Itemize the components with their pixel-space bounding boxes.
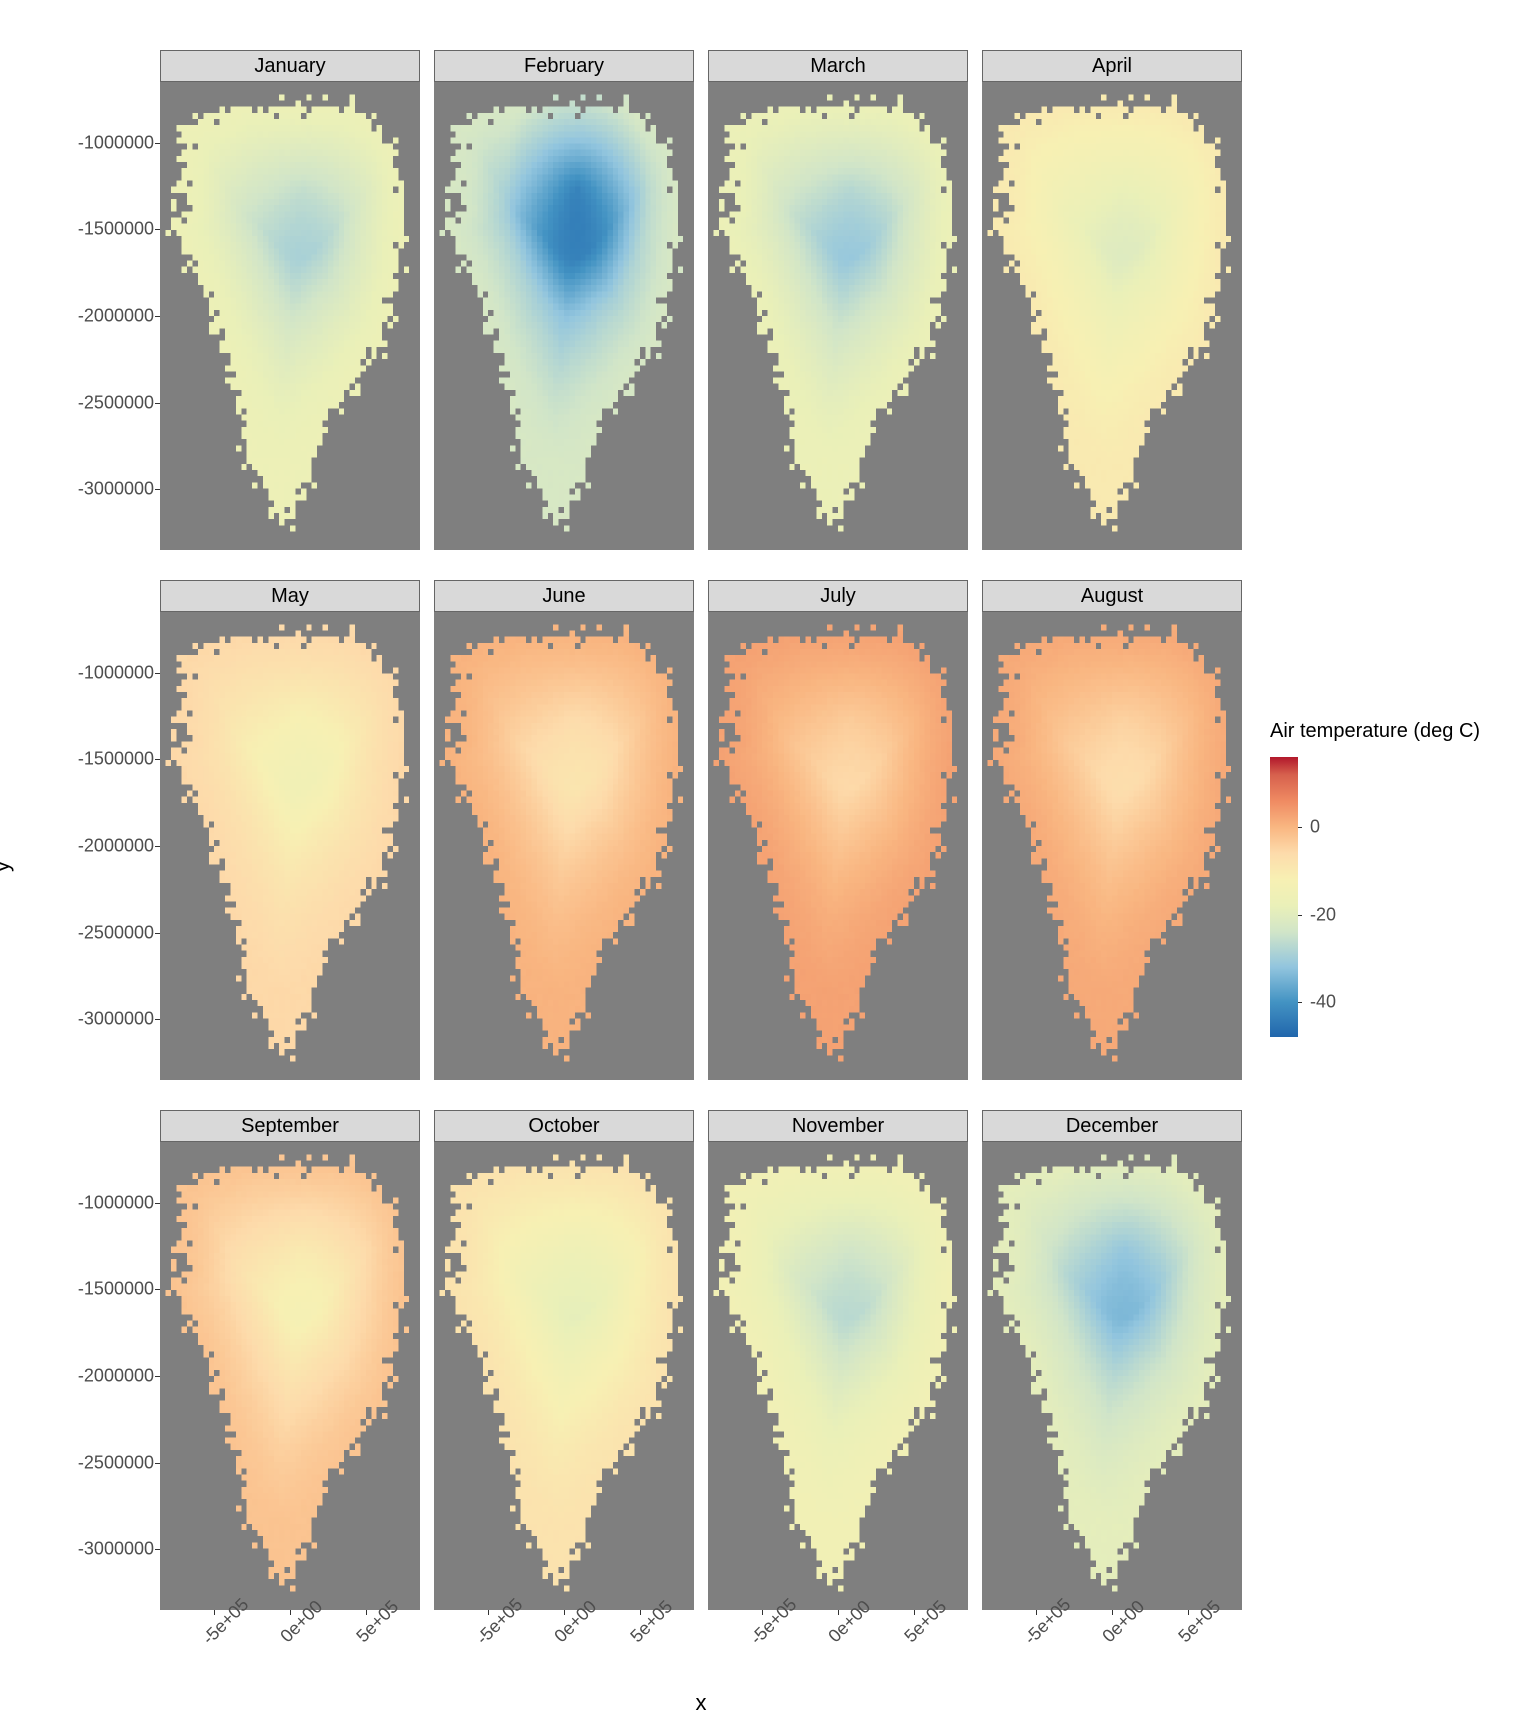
ytick-label: -2000000 xyxy=(78,836,160,857)
map-raster xyxy=(434,612,694,1080)
panel-strip: July xyxy=(708,580,968,612)
panel-december: December-5e+050e+005e+05 xyxy=(982,1110,1242,1610)
ytick-mark xyxy=(155,759,160,760)
panel-august: August xyxy=(982,580,1242,1080)
map-raster xyxy=(982,612,1242,1080)
facet-grid: January-1000000-1500000-2000000-2500000-… xyxy=(160,50,1242,1610)
ytick-mark xyxy=(155,143,160,144)
panel-strip: June xyxy=(434,580,694,612)
legend-title: Air temperature (deg C) xyxy=(1270,720,1480,743)
xtick-mark xyxy=(1112,1610,1113,1615)
ytick-label: -3000000 xyxy=(78,1539,160,1560)
panel-strip: September xyxy=(160,1110,420,1142)
panel-strip: May xyxy=(160,580,420,612)
legend-tick-label: 0 xyxy=(1310,817,1320,838)
ytick-mark xyxy=(155,846,160,847)
panel-march: March xyxy=(708,50,968,550)
ytick-label: -2500000 xyxy=(78,1452,160,1473)
ytick-mark xyxy=(155,229,160,230)
ytick-mark xyxy=(155,403,160,404)
map-raster xyxy=(708,82,968,550)
ytick-mark xyxy=(155,673,160,674)
ytick-label: -2000000 xyxy=(78,1366,160,1387)
x-axis-title: x xyxy=(160,1690,1242,1716)
panel-october: October-5e+050e+005e+05 xyxy=(434,1110,694,1610)
xtick-mark xyxy=(914,1610,915,1615)
panel-february: February xyxy=(434,50,694,550)
panel-strip: March xyxy=(708,50,968,82)
figure: y January-1000000-1500000-2000000-250000… xyxy=(0,0,1536,1728)
map-raster xyxy=(708,1142,968,1610)
ytick-mark xyxy=(155,1549,160,1550)
legend-tick-mark xyxy=(1298,1002,1302,1003)
legend-ticks: 0 -20 -40 xyxy=(1302,757,1362,1037)
ytick-label: -1000000 xyxy=(78,1192,160,1213)
xtick-mark xyxy=(290,1610,291,1615)
ytick-mark xyxy=(155,1019,160,1020)
xtick-mark xyxy=(762,1610,763,1615)
xtick-mark xyxy=(838,1610,839,1615)
ytick-mark xyxy=(155,1203,160,1204)
y-axis-title: y xyxy=(0,853,25,864)
ytick-label: -1000000 xyxy=(78,132,160,153)
map-raster xyxy=(708,612,968,1080)
legend-colorbar xyxy=(1270,757,1298,1037)
ytick-label: -1500000 xyxy=(78,1279,160,1300)
xtick-mark xyxy=(366,1610,367,1615)
ytick-label: -1500000 xyxy=(78,749,160,770)
legend-tick-mark xyxy=(1298,915,1302,916)
ytick-label: -2500000 xyxy=(78,922,160,943)
panel-strip: February xyxy=(434,50,694,82)
panel-june: June xyxy=(434,580,694,1080)
panel-strip: November xyxy=(708,1110,968,1142)
legend-tick-mark xyxy=(1298,827,1302,828)
map-raster xyxy=(434,82,694,550)
panel-july: July xyxy=(708,580,968,1080)
ytick-mark xyxy=(155,1463,160,1464)
xtick-mark xyxy=(564,1610,565,1615)
map-raster xyxy=(434,1142,694,1610)
ytick-label: -3000000 xyxy=(78,1009,160,1030)
legend-tick-label: -20 xyxy=(1310,904,1336,925)
map-raster xyxy=(160,612,420,1080)
legend-tick-label: -40 xyxy=(1310,992,1336,1013)
xtick-mark xyxy=(640,1610,641,1615)
map-raster xyxy=(160,82,420,550)
xtick-mark xyxy=(488,1610,489,1615)
xtick-mark xyxy=(214,1610,215,1615)
xtick-mark xyxy=(1188,1610,1189,1615)
ytick-mark xyxy=(155,933,160,934)
panel-september: September-1000000-1500000-2000000-250000… xyxy=(160,1110,420,1610)
xtick-mark xyxy=(1036,1610,1037,1615)
map-raster xyxy=(982,1142,1242,1610)
panel-november: November-5e+050e+005e+05 xyxy=(708,1110,968,1610)
ytick-label: -1500000 xyxy=(78,219,160,240)
panel-may: May-1000000-1500000-2000000-2500000-3000… xyxy=(160,580,420,1080)
panel-strip: April xyxy=(982,50,1242,82)
panel-strip: October xyxy=(434,1110,694,1142)
panel-january: January-1000000-1500000-2000000-2500000-… xyxy=(160,50,420,550)
ytick-label: -3000000 xyxy=(78,479,160,500)
map-raster xyxy=(982,82,1242,550)
ytick-label: -2500000 xyxy=(78,392,160,413)
ytick-mark xyxy=(155,489,160,490)
ytick-mark xyxy=(155,1376,160,1377)
ytick-label: -2000000 xyxy=(78,306,160,327)
panel-april: April xyxy=(982,50,1242,550)
ytick-mark xyxy=(155,316,160,317)
panel-strip: August xyxy=(982,580,1242,612)
ytick-label: -1000000 xyxy=(78,662,160,683)
map-raster xyxy=(160,1142,420,1610)
panel-strip: December xyxy=(982,1110,1242,1142)
color-legend: Air temperature (deg C) 0 -20 -40 xyxy=(1270,720,1480,1037)
panel-strip: January xyxy=(160,50,420,82)
ytick-mark xyxy=(155,1289,160,1290)
